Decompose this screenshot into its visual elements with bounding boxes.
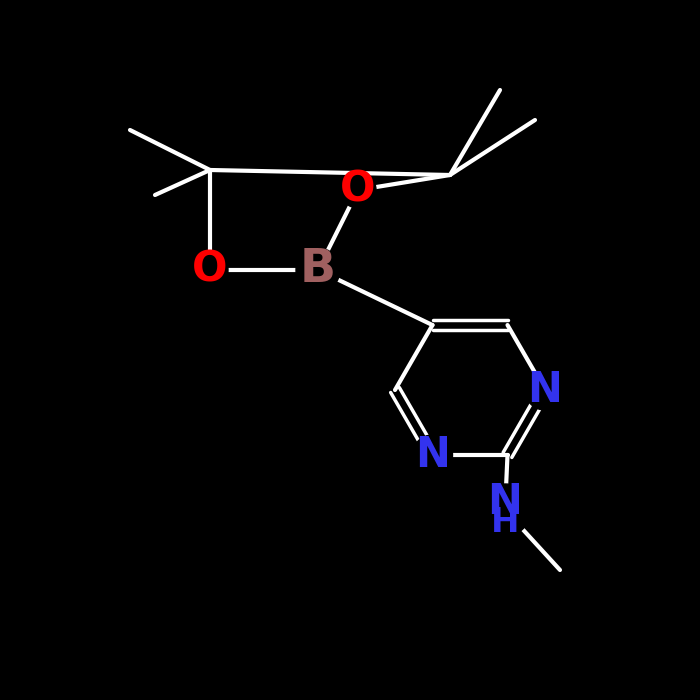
Circle shape — [479, 484, 531, 536]
Text: B: B — [300, 248, 336, 293]
Text: N: N — [415, 434, 450, 476]
Text: N: N — [488, 481, 522, 523]
Text: N: N — [528, 369, 562, 411]
Text: H: H — [491, 505, 519, 538]
Circle shape — [192, 252, 228, 288]
Circle shape — [412, 435, 452, 475]
Text: O: O — [340, 169, 376, 211]
Text: O: O — [193, 249, 228, 291]
Circle shape — [525, 370, 565, 410]
Circle shape — [296, 248, 340, 292]
Circle shape — [340, 172, 376, 208]
